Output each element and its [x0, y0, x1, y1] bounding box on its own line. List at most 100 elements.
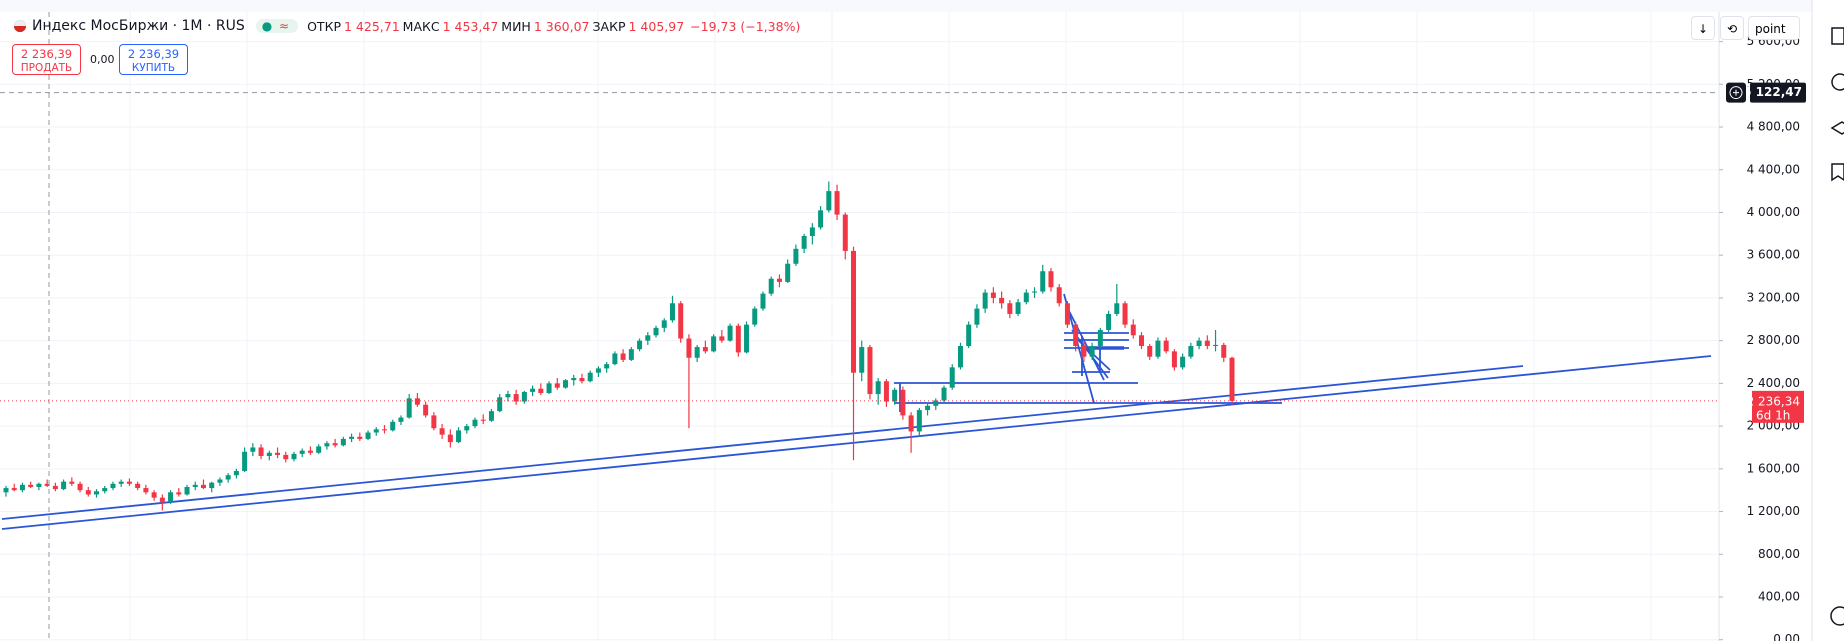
symbol[interactable]: Индекс МосБиржи · 1M · RUS: [32, 18, 245, 34]
candle-body: [1155, 340, 1161, 357]
candle-body: [151, 492, 157, 498]
candle-body: [365, 432, 371, 439]
candle-body: [1081, 345, 1087, 357]
trend-line[interactable]: [1, 365, 1524, 520]
reset-button[interactable]: ⟲: [1720, 16, 1744, 40]
search-input[interactable]: point: [1748, 16, 1800, 40]
icon[interactable]: [1831, 73, 1844, 91]
open-value: 1 425,71: [343, 18, 400, 34]
candle-body: [406, 398, 412, 418]
add-alert-icon[interactable]: [1729, 86, 1743, 100]
candle-body: [431, 415, 437, 429]
candle-body: [538, 388, 544, 393]
open-label: ОТКР: [307, 18, 341, 34]
candle-body: [546, 383, 552, 393]
candle-body: [184, 486, 190, 495]
candle-body: [1073, 324, 1079, 346]
low-value: 1 360,07: [533, 18, 590, 34]
candle-body: [982, 292, 988, 309]
candle-body: [472, 419, 478, 427]
high-label: МАКС: [402, 18, 440, 34]
candle-body: [414, 398, 420, 405]
toolbar-icons: [1830, 27, 1844, 626]
candle-body: [357, 436, 363, 439]
icon[interactable]: [1830, 606, 1844, 626]
candle-body: [200, 484, 206, 489]
candle-body: [809, 227, 815, 236]
candle-body: [1015, 302, 1021, 314]
candle-body: [513, 394, 519, 402]
flag: [14, 20, 26, 32]
candle-body: [69, 481, 75, 484]
sell-button[interactable]: 2 236,39 ПРОДАТЬ: [12, 44, 81, 75]
scroll-button[interactable]: ↓: [1691, 16, 1715, 40]
candle-body: [299, 450, 305, 454]
right-toolbar: [1812, 0, 1844, 641]
candle-body: [867, 347, 873, 395]
y-tick-label: 0,00: [1773, 632, 1800, 641]
drawings: [1, 293, 1712, 530]
candle-body: [126, 481, 132, 484]
candle-body: [283, 454, 289, 460]
legend: Индекс МосБиржи · 1M · RUS ● ≈ ОТКР 1 425…: [12, 18, 803, 34]
icon[interactable]: [1831, 27, 1844, 45]
candle-body: [883, 381, 889, 402]
candle-body: [1204, 340, 1210, 346]
candle-body: [1147, 345, 1153, 357]
candle-body: [579, 378, 585, 382]
candle-body: [505, 394, 511, 398]
icon[interactable]: [1831, 163, 1844, 182]
candle-body: [1180, 356, 1186, 368]
y-tick-label: 3 200,00: [1747, 290, 1800, 304]
candle-body: [925, 405, 931, 411]
candle-body: [52, 485, 58, 490]
candle-body: [653, 327, 659, 336]
candle-body: [102, 488, 108, 492]
high-value: 1 453,47: [442, 18, 499, 34]
candle-body: [1130, 324, 1136, 336]
candle-body: [1040, 271, 1046, 292]
buy-price: 2 236,39: [127, 47, 180, 61]
candle-body: [727, 325, 733, 341]
candle-body: [307, 450, 313, 453]
candle-body: [892, 389, 898, 402]
y-tick-label: 4 000,00: [1747, 205, 1800, 219]
y-tick-label: 400,00: [1758, 589, 1800, 603]
spread: 0,00: [90, 53, 115, 66]
status-badge: ● ≈: [255, 19, 299, 33]
candle-body: [694, 347, 700, 358]
candle-body: [949, 367, 955, 388]
candle-body: [563, 380, 569, 388]
trend-line[interactable]: [1, 355, 1712, 530]
candle-body: [637, 340, 643, 350]
candle-body: [316, 446, 322, 453]
candle-body: [159, 497, 165, 502]
candle-body: [143, 488, 149, 493]
buy-button[interactable]: 2 236,39 КУПИТЬ: [119, 44, 188, 75]
candle-body: [398, 417, 404, 422]
candle-body: [776, 278, 782, 282]
candle-body: [77, 483, 83, 491]
trend-line[interactable]: [1065, 304, 1105, 381]
candle-body: [1229, 357, 1235, 401]
candle-body: [595, 368, 601, 373]
sell-label: ПРОДАТЬ: [20, 62, 73, 74]
y-tick-label: 2 400,00: [1747, 376, 1800, 390]
candle-body: [332, 443, 338, 446]
candle-body: [916, 410, 922, 432]
icon[interactable]: [1830, 121, 1844, 135]
candle-body: [1213, 344, 1219, 346]
candles: [3, 181, 1235, 511]
candle-body: [36, 483, 42, 487]
sell-price: 2 236,39: [20, 47, 73, 61]
candle-body: [480, 419, 486, 421]
candle-body: [168, 492, 174, 502]
candle-body: [340, 438, 346, 446]
candle-body: [554, 383, 560, 388]
candle-body: [1023, 292, 1029, 303]
candle-body: [834, 191, 840, 215]
candle-body: [447, 434, 453, 443]
candle-body: [1106, 313, 1112, 330]
